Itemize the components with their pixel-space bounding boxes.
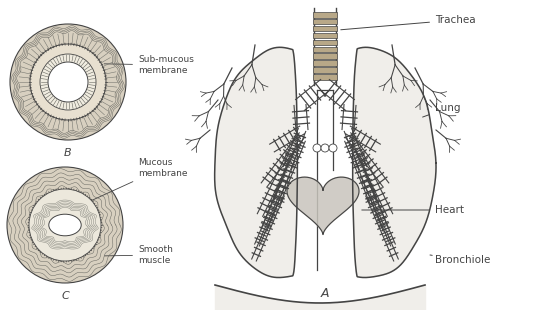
Circle shape xyxy=(48,62,88,102)
Bar xyxy=(313,53,337,59)
Polygon shape xyxy=(287,177,359,234)
Circle shape xyxy=(329,144,337,152)
Text: B: B xyxy=(64,148,72,158)
Text: A: A xyxy=(321,287,329,300)
Circle shape xyxy=(40,54,96,110)
Bar xyxy=(313,33,337,38)
Text: Smooth
muscle: Smooth muscle xyxy=(105,245,173,265)
Bar xyxy=(313,26,337,31)
Text: Bronchiole: Bronchiole xyxy=(430,255,490,265)
Bar xyxy=(313,19,337,24)
Circle shape xyxy=(313,144,321,152)
Circle shape xyxy=(321,144,329,152)
Text: Trachea: Trachea xyxy=(341,15,476,30)
Bar xyxy=(313,67,337,73)
Text: Sub-mucous
membrane: Sub-mucous membrane xyxy=(104,55,194,75)
Polygon shape xyxy=(353,47,436,277)
Bar xyxy=(313,12,337,17)
Text: Mucous
membrane: Mucous membrane xyxy=(89,158,187,202)
Ellipse shape xyxy=(49,214,81,236)
Circle shape xyxy=(30,44,106,120)
Bar xyxy=(313,60,337,66)
Circle shape xyxy=(10,24,126,140)
Polygon shape xyxy=(215,47,298,277)
Bar xyxy=(313,40,337,45)
Text: Lung: Lung xyxy=(422,103,461,117)
Circle shape xyxy=(29,189,101,261)
Bar xyxy=(313,46,337,52)
Text: Heart: Heart xyxy=(362,205,464,215)
Bar xyxy=(313,74,337,80)
Circle shape xyxy=(7,167,123,283)
Text: C: C xyxy=(61,291,69,301)
